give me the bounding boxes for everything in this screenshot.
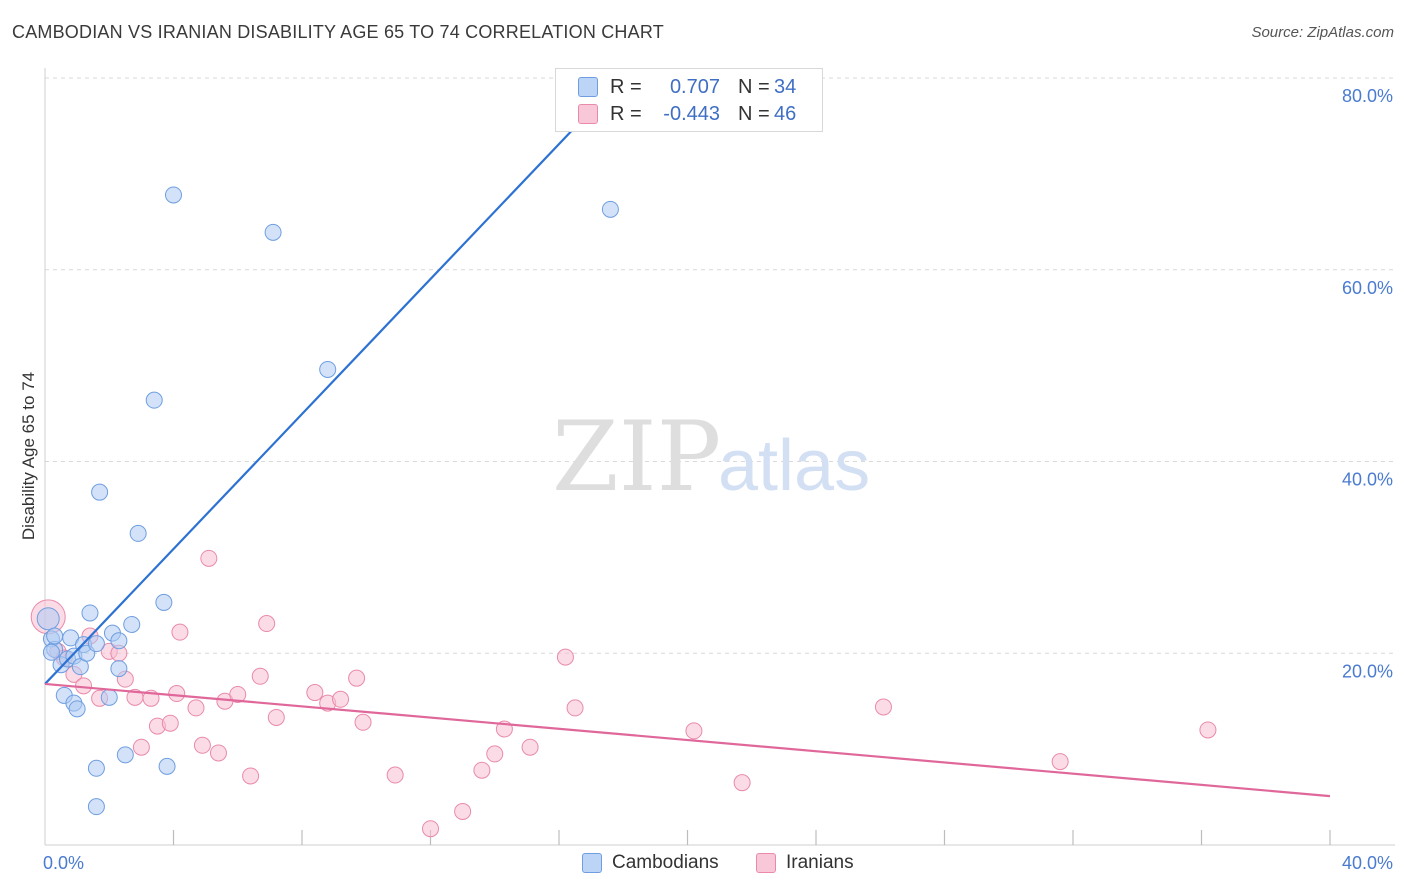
iranian-point <box>566 699 584 717</box>
cambodian-point <box>264 223 282 241</box>
cambodian-points <box>36 186 619 816</box>
iranian-point <box>193 736 211 754</box>
iranian-trend-line <box>44 682 1331 798</box>
iranian-point <box>733 774 751 792</box>
n-label: N = <box>738 102 770 125</box>
iranian-point <box>348 669 366 687</box>
cambodian-point <box>46 627 64 645</box>
cambodian-point <box>68 700 86 718</box>
iranian-point <box>473 761 491 779</box>
cambodian-trend-line <box>44 72 628 685</box>
r-label: R = <box>610 75 642 98</box>
cambodian-point <box>155 593 173 611</box>
cambodian-point <box>123 615 141 633</box>
iranian-point <box>422 820 439 838</box>
legend-item-iranians: Iranians <box>756 852 854 874</box>
x-tick-label: 0.0% <box>43 853 84 873</box>
iranian-point <box>454 802 472 820</box>
legend-row-iranians: R = -0.443 N = 46 <box>578 102 796 126</box>
y-axis-title: Disability Age 65 to 74 <box>19 372 38 540</box>
y-tick-label: 20.0% <box>1342 661 1393 681</box>
iranian-point <box>521 738 539 756</box>
iranian-point <box>251 667 269 685</box>
grid-lines <box>45 77 1395 654</box>
iranian-point <box>209 744 227 762</box>
x-tick-label: 40.0% <box>1342 853 1393 873</box>
x-tick-labels: 0.0% 40.0% <box>43 853 1393 873</box>
chart-title: CAMBODIAN VS IRANIAN DISABILITY AGE 65 T… <box>12 22 664 42</box>
iranian-point <box>267 708 285 726</box>
cambodian-point <box>116 746 134 764</box>
axes <box>44 68 1395 846</box>
cambodian-point <box>110 660 128 678</box>
source-label: Source: ZipAtlas.com <box>1251 24 1394 41</box>
iranian-point <box>168 685 186 703</box>
cambodian-point <box>87 759 105 777</box>
iranian-point <box>171 623 189 641</box>
iranian-point <box>386 766 404 784</box>
trend-lines <box>44 72 1331 798</box>
cambodian-point <box>158 757 176 775</box>
cambodian-point <box>87 798 105 816</box>
iranian-point <box>874 698 892 716</box>
y-tick-label: 60.0% <box>1342 278 1393 298</box>
iranian-point <box>332 690 350 708</box>
iranian-points <box>30 549 1217 838</box>
iranian-point <box>486 745 504 763</box>
r-label: R = <box>610 102 642 125</box>
iranian-point <box>200 549 218 567</box>
r-value: -0.443 <box>663 102 720 125</box>
iranian-point <box>1199 721 1217 739</box>
watermark: ZIP atlas <box>552 401 870 513</box>
y-tick-label: 40.0% <box>1342 470 1393 490</box>
cambodian-point <box>165 186 182 204</box>
watermark-zip: ZIP <box>552 401 721 513</box>
iranian-point <box>161 714 179 732</box>
iranian-point <box>242 767 260 785</box>
legend-item-cambodians: Cambodians <box>582 852 719 874</box>
correlation-legend: R = 0.707 N = 34 R = -0.443 N = 46 <box>555 68 823 132</box>
cambodian-point <box>601 200 619 218</box>
cambodian-point <box>129 524 147 542</box>
legend-label-iranians: Iranians <box>786 852 854 873</box>
iranian-point <box>306 684 324 702</box>
cambodian-swatch <box>582 853 602 873</box>
cambodian-point <box>91 483 109 501</box>
iranian-swatch <box>578 104 598 124</box>
cambodian-point <box>42 643 60 661</box>
iranian-swatch <box>756 853 776 873</box>
iranian-point <box>556 648 574 666</box>
cambodian-point <box>36 607 60 631</box>
iranian-point <box>187 699 205 717</box>
watermark-atlas: atlas <box>718 426 870 506</box>
cambodian-point <box>319 360 337 378</box>
iranian-point <box>685 722 703 740</box>
r-value: 0.707 <box>669 75 720 98</box>
y-tick-label: 80.0% <box>1342 86 1393 106</box>
iranian-point <box>132 738 150 756</box>
cambodian-point <box>81 604 99 622</box>
iranian-point <box>354 713 372 731</box>
cambodian-point <box>145 391 163 409</box>
n-value: 46 <box>774 102 797 125</box>
legend-label-cambodians: Cambodians <box>612 852 719 873</box>
legend-row-cambodians: R = 0.707 N = 34 <box>578 75 796 99</box>
iranian-point <box>1051 753 1069 771</box>
cambodian-swatch <box>578 77 598 97</box>
cambodian-point <box>87 635 105 653</box>
y-tick-labels: 20.0% 40.0% 60.0% 80.0% <box>1342 86 1393 681</box>
iranian-point <box>229 685 247 703</box>
cambodian-point <box>100 688 118 706</box>
iranian-point <box>258 615 276 633</box>
n-label: N = <box>738 75 770 98</box>
cambodian-point <box>110 632 128 650</box>
n-value: 34 <box>774 75 797 98</box>
